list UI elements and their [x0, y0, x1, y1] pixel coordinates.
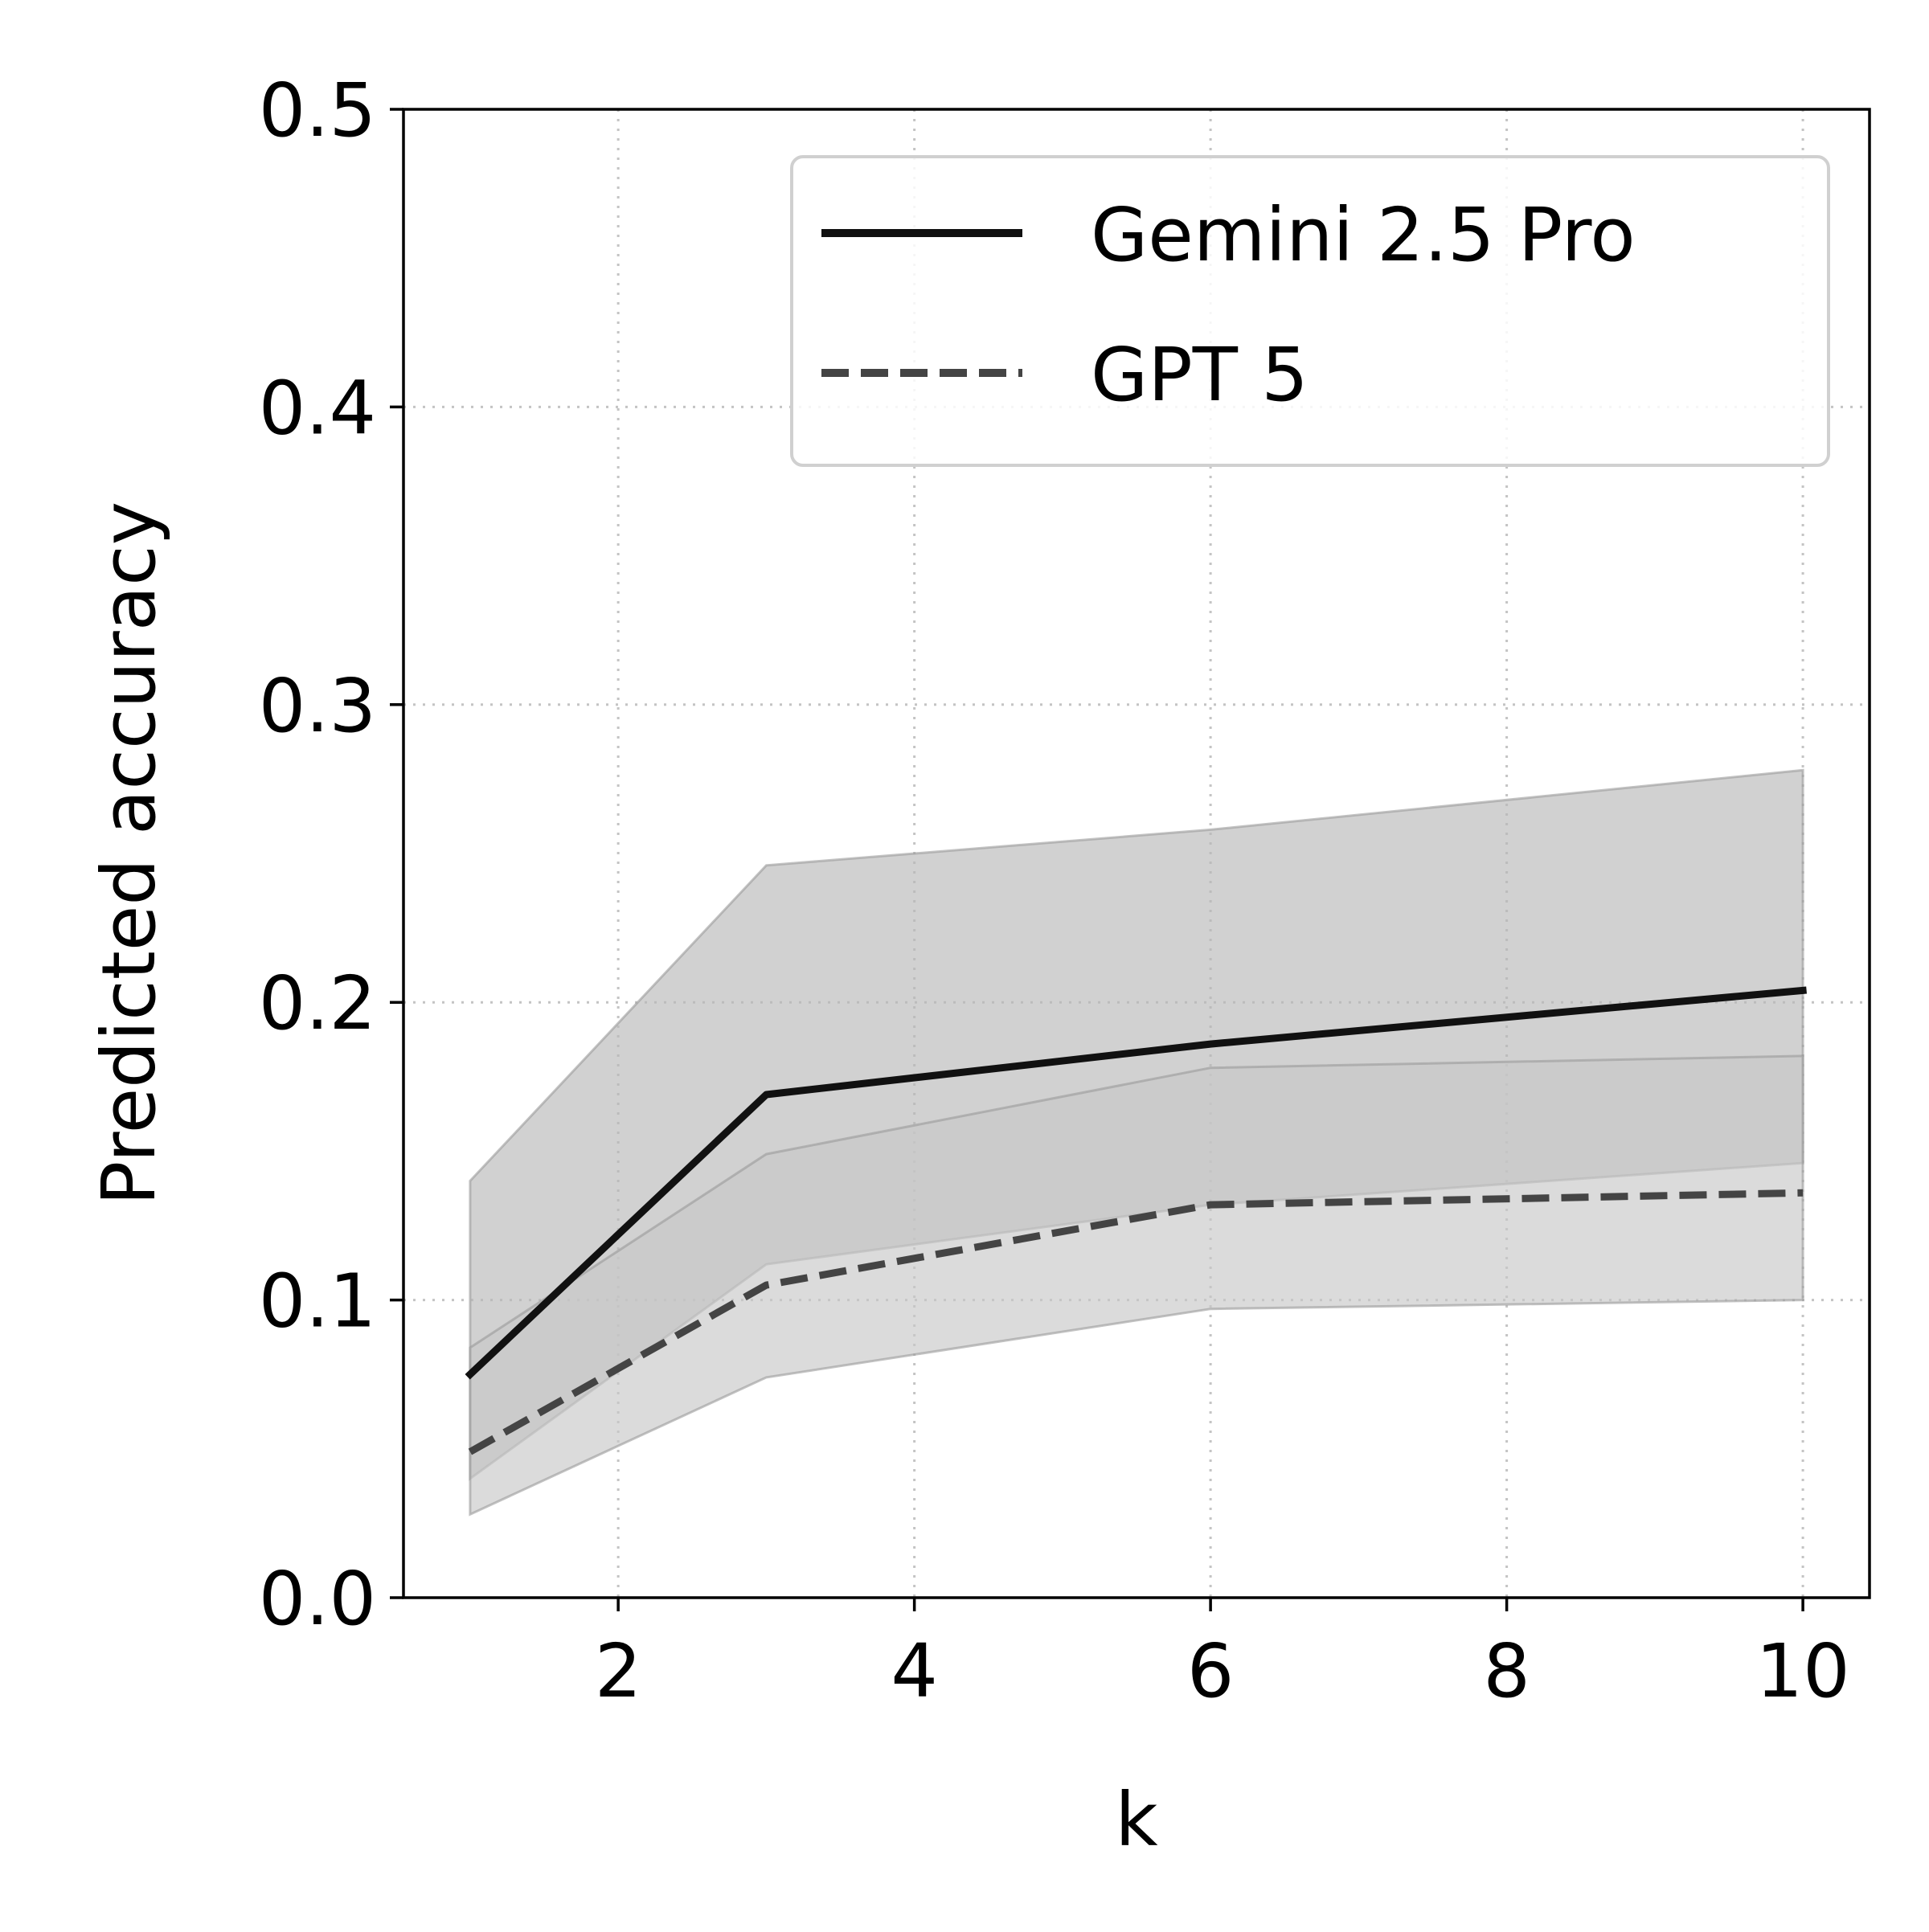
- series-1-confidence-band: [469, 1054, 1804, 1517]
- band-layer: [469, 768, 1804, 1517]
- legend-box: [790, 155, 1830, 467]
- x-tick-label-4: 4: [891, 1628, 938, 1714]
- x-axis-label: k: [1115, 1777, 1158, 1863]
- y-tick-label-0.5: 0.5: [259, 68, 376, 153]
- line-layer: [465, 986, 1807, 1455]
- x-axis: 2 4 6 8 10: [595, 1598, 1850, 1714]
- series-0-line: [465, 986, 1807, 1380]
- plot-frame: [402, 108, 1871, 1599]
- y-tick-label-0.0: 0.0: [259, 1556, 376, 1642]
- y-tick-label-0.1: 0.1: [259, 1259, 376, 1345]
- legend-label-series-1: GPT 5: [1091, 332, 1309, 418]
- x-tick-label-6: 6: [1187, 1628, 1235, 1714]
- y-tick-label-0.4: 0.4: [259, 365, 376, 451]
- series-1-line: [468, 1189, 1804, 1455]
- x-tick-label-2: 2: [595, 1628, 642, 1714]
- x-tick-label-10: 10: [1756, 1628, 1850, 1714]
- y-tick-label-0.3: 0.3: [259, 663, 376, 749]
- y-axis: 0.0 0.1 0.2 0.3 0.4 0.5: [259, 68, 403, 1642]
- legend-label-series-0: Gemini 2.5 Pro: [1091, 192, 1636, 278]
- x-tick-label-8: 8: [1483, 1628, 1530, 1714]
- legend: Gemini 2.5 Pro GPT 5: [790, 155, 1830, 467]
- y-axis-label: Predicted accuracy: [86, 501, 172, 1205]
- legend-items: Gemini 2.5 Pro GPT 5: [821, 192, 1636, 418]
- y-tick-label-0.2: 0.2: [259, 960, 376, 1046]
